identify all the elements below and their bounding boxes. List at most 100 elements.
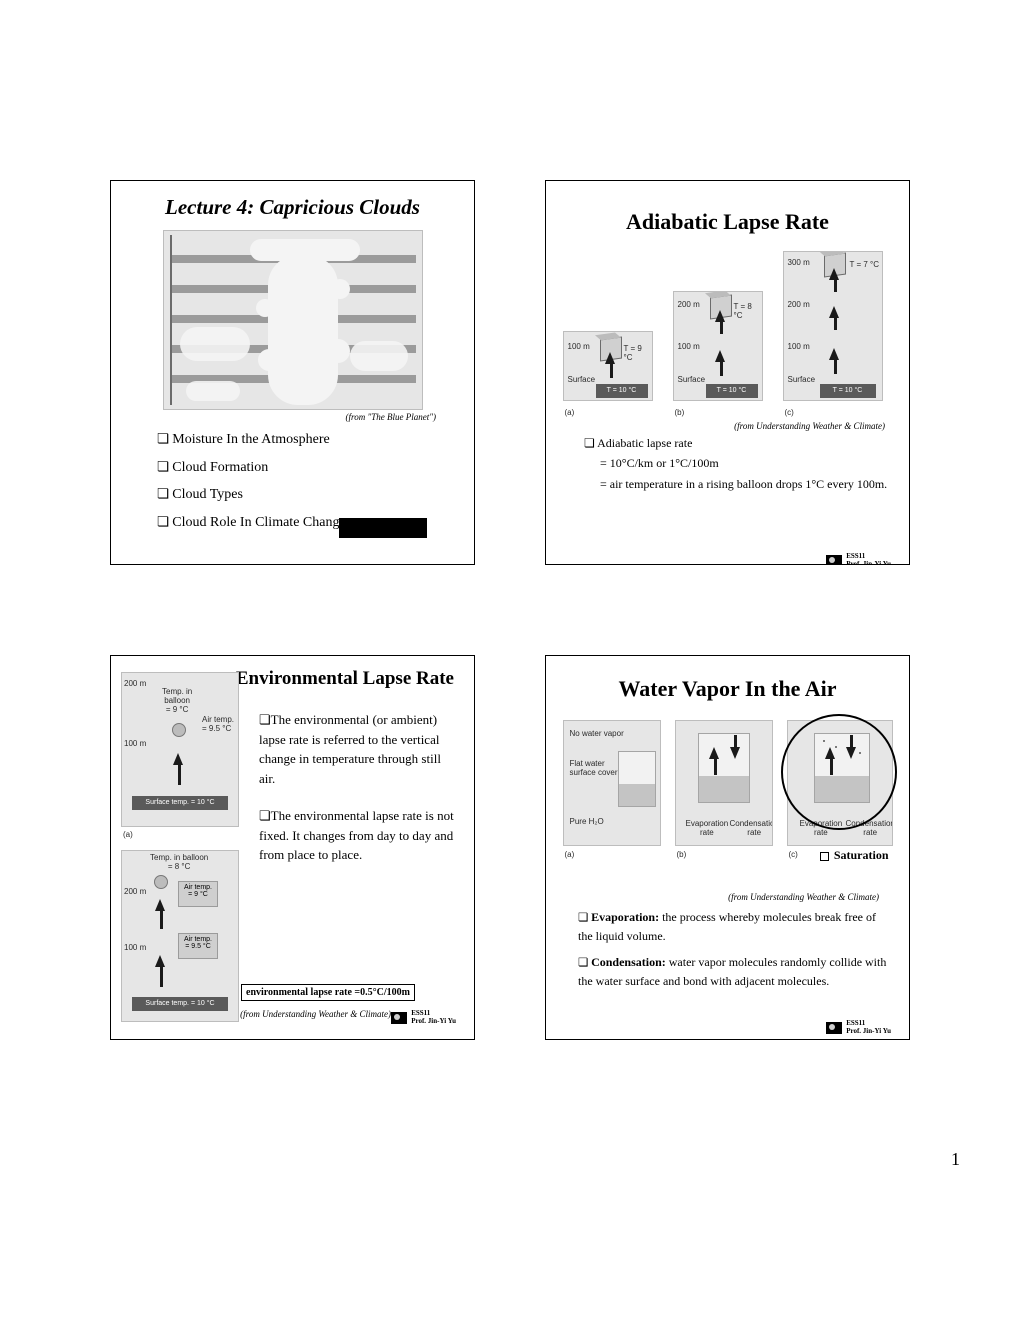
- para-text: The environmental (or ambient) lapse rat…: [259, 712, 441, 786]
- surface-temp: T = 10 °C: [706, 384, 758, 398]
- panel-bottom: Temp. in balloon = 8 °C 200 m Air temp. …: [121, 850, 239, 1022]
- footer-line2: Prof. Jin-Yi Yu: [411, 1018, 456, 1025]
- label: Flat water surface cover: [570, 759, 618, 777]
- slide-1: Lecture 4: Capricious Clouds: [110, 180, 475, 565]
- proc-label: Condensation rate: [730, 819, 773, 837]
- arrow-up-icon: [715, 350, 725, 362]
- h-label: 100 m: [678, 342, 700, 351]
- container-icon: [618, 751, 656, 807]
- slide-grid: Lecture 4: Capricious Clouds: [110, 180, 910, 1040]
- surface-label: Surface: [788, 375, 816, 384]
- arrow-up-icon: [173, 753, 183, 765]
- h-label: 200 m: [788, 300, 810, 309]
- air-temp-box: Air temp. = 9 °C: [178, 881, 218, 907]
- footer-text: ESS11 Prof. Jin-Yi Yu: [846, 553, 891, 565]
- slide-4-inner: Water Vapor In the Air No water vapor Fl…: [556, 676, 899, 1039]
- footer-text: ESS11 Prof. Jin-Yi Yu: [411, 1010, 456, 1025]
- term: Evaporation:: [591, 910, 659, 924]
- redaction-block: [339, 518, 427, 538]
- panel-label: (a): [565, 850, 575, 859]
- page: Lecture 4: Capricious Clouds: [0, 0, 1020, 1320]
- slide-3-body: ❏The environmental (or ambient) lapse ra…: [259, 710, 459, 865]
- arrow-up-icon: [155, 899, 165, 911]
- slide-2-attribution: (from Understanding Weather & Climate): [556, 421, 899, 431]
- panel-label: (c): [785, 408, 794, 417]
- slide-2-inner: Adiabatic Lapse Rate 100 m T = 9 °C Surf…: [556, 209, 899, 565]
- highlight-circle: [781, 714, 897, 830]
- slide-2-diagram-wrap: 100 m T = 9 °C Surface T = 10 °C (a) 200…: [563, 249, 893, 419]
- surface-label: Surface temp. = 10 °C: [132, 796, 228, 810]
- h-label: 200 m: [124, 679, 146, 688]
- arrow-up-icon: [829, 306, 839, 318]
- slide-4-title: Water Vapor In the Air: [556, 676, 899, 702]
- surface-temp: T = 10 °C: [820, 384, 876, 398]
- slide-2-title: Adiabatic Lapse Rate: [556, 209, 899, 235]
- balloon-icon: [172, 723, 186, 737]
- proc-label: Evaporation rate: [686, 819, 729, 837]
- arrow-up-icon: [709, 747, 719, 759]
- surface-label: Surface temp. = 10 °C: [132, 997, 228, 1011]
- arrow-up-icon: [715, 310, 725, 322]
- balloon-label: Temp. in balloon = 9 °C: [162, 687, 192, 714]
- footer-line2: Prof. Jin-Yi Yu: [846, 1028, 891, 1035]
- h-label: 200 m: [678, 300, 700, 309]
- slide-3-diagram-col: 200 m Temp. in balloon = 9 °C Air temp. …: [121, 672, 241, 1022]
- panel-c: 300 m T = 7 °C 200 m 100 m Surface T = 1…: [783, 251, 883, 401]
- temp-label: T = 9 °C: [624, 344, 652, 362]
- slide-4-diagram-wrap: No water vapor Flat water surface cover …: [563, 720, 893, 870]
- panel-a: 100 m T = 9 °C Surface T = 10 °C: [563, 331, 653, 401]
- liquid-icon: [619, 784, 655, 806]
- slide-3-inner: Environmental Lapse Rate 200 m Temp. in …: [121, 668, 464, 1031]
- balloon-icon: [154, 875, 168, 889]
- cloud-puff: [326, 339, 350, 363]
- slide-4-bullets: Evaporation: the process whereby molecul…: [578, 908, 887, 990]
- slide-1-attribution: (from "The Blue Planet"): [121, 412, 464, 422]
- liquid-icon: [699, 776, 749, 802]
- boxed-note-wrap: environmental lapse rate =0.5°C/100m: [241, 982, 415, 1001]
- slide-3-attribution: (from Understanding Weather & Climate): [221, 1009, 391, 1019]
- bullet-item: Cloud Types: [157, 481, 464, 509]
- slide-2-body: ❏ Adiabatic lapse rate = 10°C/km or 1°C/…: [584, 433, 899, 494]
- h-label: 100 m: [124, 943, 146, 952]
- footer-logo-icon: [826, 1022, 842, 1034]
- label: Pure H₂O: [570, 817, 604, 826]
- side-cloud: [186, 381, 240, 401]
- slide-4: Water Vapor In the Air No water vapor Fl…: [545, 655, 910, 1040]
- footer-badge: ESS11 Prof. Jin-Yi Yu: [826, 553, 891, 565]
- air-temp-label: Air temp. = 9.5 °C: [202, 715, 234, 733]
- arrow-stem: [734, 735, 737, 749]
- bullet-item: Evaporation: the process whereby molecul…: [578, 908, 887, 945]
- h-label: 100 m: [788, 342, 810, 351]
- h-label: 100 m: [124, 739, 146, 748]
- cloud-puff: [256, 299, 274, 317]
- bullet-item: Cloud Formation: [157, 454, 464, 482]
- panel-b: Evaporation rate Condensation rate: [675, 720, 773, 846]
- body-line: = air temperature in a rising balloon dr…: [600, 474, 899, 494]
- saturation-label: Saturation: [834, 848, 889, 862]
- slide-1-title: Lecture 4: Capricious Clouds: [121, 195, 464, 220]
- footer-logo-icon: [391, 1012, 407, 1024]
- arrow-up-icon: [829, 348, 839, 360]
- footer-line2: Prof. Jin-Yi Yu: [846, 561, 891, 565]
- balloon-label: Temp. in balloon = 8 °C: [150, 853, 208, 871]
- body-line: = 10°C/km or 1°C/100m: [600, 453, 899, 473]
- page-number: 1: [951, 1149, 960, 1170]
- bullet-line: ❏ Adiabatic lapse rate: [584, 433, 899, 453]
- cloud-column: [264, 239, 344, 405]
- bullet-text: Cloud Role In Climate Change: [172, 515, 345, 530]
- cloud-puff: [330, 279, 350, 299]
- cloud-puff: [258, 349, 280, 371]
- slide-1-inner: Lecture 4: Capricious Clouds: [121, 195, 464, 558]
- boxed-note: environmental lapse rate =0.5°C/100m: [241, 984, 415, 1001]
- panel-label: (c): [789, 850, 798, 859]
- panel-label: (b): [677, 850, 687, 859]
- arrow-up-icon: [155, 955, 165, 967]
- footer-text: ESS11 Prof. Jin-Yi Yu: [846, 1020, 891, 1035]
- arrow-up-icon: [829, 268, 839, 280]
- h-label: 300 m: [788, 258, 810, 267]
- panel-a: No water vapor Flat water surface cover …: [563, 720, 661, 846]
- panel-label: (a): [565, 408, 575, 417]
- cloud-body: [268, 255, 338, 405]
- arrow-box-icon: [820, 852, 829, 861]
- side-cloud: [180, 327, 250, 361]
